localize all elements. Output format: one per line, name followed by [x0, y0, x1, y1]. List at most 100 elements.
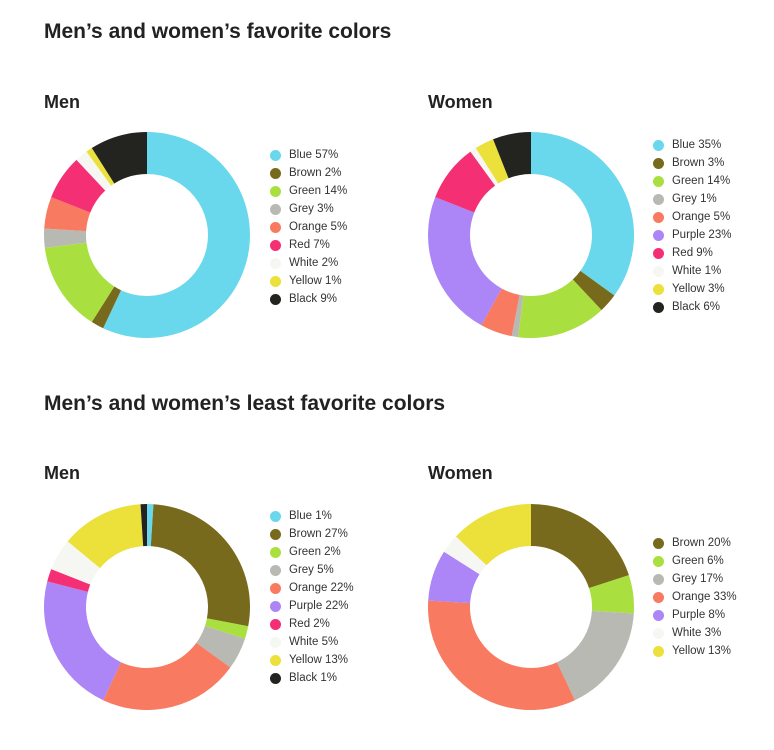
- slice-purple: [428, 197, 502, 326]
- legend-item-black: Black 1%: [270, 669, 354, 687]
- favorite-women-legend: Blue 35% Brown 3% Green 14% Grey 1% Orange 5…: [653, 136, 731, 316]
- legend-swatch: [653, 301, 664, 313]
- slice-orange: [44, 197, 91, 232]
- legend-label: Purple 23%: [672, 229, 732, 241]
- slice-green: [589, 575, 634, 614]
- slice-grey: [44, 228, 87, 248]
- favorite-men-donut: [44, 132, 250, 338]
- legend-swatch: [270, 239, 281, 251]
- slice-blue: [103, 132, 250, 338]
- slice-green: [205, 618, 249, 639]
- legend-label: Grey 3%: [289, 203, 334, 215]
- slice-yellow: [475, 139, 509, 184]
- legend-item-grey: Grey 17%: [653, 570, 737, 588]
- legend-label: Orange 22%: [289, 582, 354, 594]
- legend-item-green: Green 6%: [653, 552, 737, 570]
- slice-grey: [196, 625, 245, 668]
- legend-item-red: Red 2%: [270, 615, 354, 633]
- slice-green: [518, 279, 602, 338]
- legend-label: Orange 5%: [672, 211, 731, 223]
- slice-orange: [103, 642, 231, 710]
- legend-swatch: [270, 257, 281, 269]
- legend-item-green: Green 2%: [270, 543, 354, 561]
- slice-brown: [150, 504, 250, 627]
- legend-item-red: Red 9%: [653, 244, 731, 262]
- legend-label: White 1%: [672, 265, 722, 277]
- legend-item-green: Green 14%: [653, 172, 731, 190]
- legend-swatch: [270, 221, 281, 233]
- slice-blue: [531, 132, 634, 296]
- least-favorite-men-donut: [44, 504, 250, 710]
- legend-item-orange: Orange 22%: [270, 579, 354, 597]
- legend-label: Orange 5%: [289, 221, 348, 233]
- slice-yellow: [455, 504, 531, 566]
- legend-item-blue: Blue 57%: [270, 146, 347, 164]
- legend-swatch: [653, 175, 664, 187]
- slice-white: [470, 148, 499, 186]
- legend-label: Orange 33%: [672, 591, 737, 603]
- slice-white: [76, 151, 112, 191]
- slice-red: [51, 159, 106, 213]
- slice-yellow: [67, 504, 144, 569]
- legend-item-yellow: Yellow 3%: [653, 280, 731, 298]
- legend-item-purple: Purple 22%: [270, 597, 354, 615]
- legend-label: Grey 17%: [672, 573, 724, 585]
- legend-label: Yellow 13%: [672, 645, 732, 657]
- legend-swatch: [653, 609, 664, 621]
- legend-swatch: [653, 211, 664, 223]
- legend-swatch: [653, 627, 664, 639]
- legend-swatch: [270, 672, 281, 684]
- legend-swatch: [270, 654, 281, 666]
- slice-purple: [428, 551, 480, 604]
- slice-orange: [481, 288, 520, 337]
- legend-item-yellow: Yellow 13%: [270, 651, 354, 669]
- slice-brown: [91, 286, 122, 329]
- legend-item-grey: Grey 5%: [270, 561, 354, 579]
- slice-black: [493, 132, 531, 179]
- legend-label: Green 14%: [289, 185, 348, 197]
- slice-red: [435, 151, 496, 213]
- legend-label: Brown 27%: [289, 528, 348, 540]
- slice-orange: [428, 600, 575, 710]
- legend-item-purple: Purple 8%: [653, 606, 737, 624]
- legend-swatch: [270, 167, 281, 179]
- legend-item-grey: Grey 1%: [653, 190, 731, 208]
- legend-label: White 5%: [289, 636, 339, 648]
- legend-swatch: [653, 139, 664, 151]
- legend-item-blue: Blue 1%: [270, 507, 354, 525]
- least-favorite-colors-heading: Men’s and women’s least favorite colors: [44, 392, 446, 415]
- legend-label: Green 6%: [672, 555, 724, 567]
- legend-swatch: [270, 528, 281, 540]
- legend-item-black: Black 6%: [653, 298, 731, 316]
- favorite-men-title: Men: [44, 92, 80, 112]
- slice-purple: [44, 581, 122, 701]
- legend-swatch: [653, 265, 664, 277]
- legend-label: Red 9%: [672, 247, 713, 259]
- legend-label: Red 2%: [289, 618, 330, 630]
- slice-black: [140, 504, 147, 547]
- legend-label: Purple 22%: [289, 600, 349, 612]
- legend-label: Blue 1%: [289, 510, 332, 522]
- legend-swatch: [653, 247, 664, 259]
- legend-label: Green 2%: [289, 546, 341, 558]
- slice-brown: [572, 270, 615, 311]
- legend-label: Black 9%: [289, 293, 337, 305]
- legend-item-brown: Brown 27%: [270, 525, 354, 543]
- legend-label: Brown 2%: [289, 167, 342, 179]
- favorite-women-donut: [428, 132, 634, 338]
- legend-label: Yellow 13%: [289, 654, 349, 666]
- favorite-women-title: Women: [428, 92, 493, 112]
- slice-brown: [531, 504, 629, 589]
- legend-item-orange: Orange 5%: [653, 208, 731, 226]
- legend-label: Blue 57%: [289, 149, 339, 161]
- legend-item-blue: Blue 35%: [653, 136, 731, 154]
- legend-swatch: [653, 157, 664, 169]
- slice-yellow: [86, 148, 115, 186]
- legend-swatch: [270, 582, 281, 594]
- legend-label: Yellow 1%: [289, 275, 342, 287]
- legend-swatch: [270, 275, 281, 287]
- legend-item-brown: Brown 20%: [653, 534, 737, 552]
- legend-swatch: [653, 555, 664, 567]
- legend-swatch: [270, 600, 281, 612]
- legend-label: Yellow 3%: [672, 283, 725, 295]
